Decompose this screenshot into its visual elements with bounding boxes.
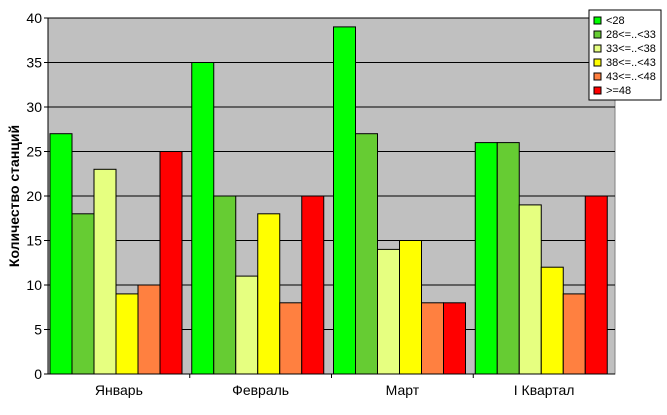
- legend-label: >=48: [606, 85, 631, 97]
- legend-swatch: [593, 86, 602, 95]
- y-tick-label: 20: [26, 188, 42, 204]
- bar: [49, 133, 73, 375]
- bar: [301, 195, 325, 375]
- legend-label: 28<=..<33: [606, 29, 656, 41]
- bar: [496, 142, 520, 375]
- bar: [71, 213, 95, 375]
- x-tick-labels: Январь Февраль Март I Квартал: [95, 382, 575, 398]
- bar: [191, 62, 215, 375]
- legend-label: 38<=..<43: [606, 57, 656, 69]
- bar: [421, 302, 444, 375]
- bar: [399, 240, 422, 375]
- y-tick-label: 30: [26, 99, 42, 115]
- legend-swatch: [593, 30, 602, 39]
- y-tick-label: 0: [34, 366, 42, 382]
- bar: [159, 151, 183, 375]
- x-tick-label: Март: [386, 382, 420, 398]
- x-tick-label: Февраль: [232, 382, 289, 398]
- bar: [137, 284, 161, 375]
- legend-label: 43<=..<48: [606, 71, 656, 83]
- axes: [44, 17, 615, 378]
- bars: [49, 26, 608, 375]
- bar: [518, 204, 542, 375]
- y-tick-label: 40: [26, 10, 42, 26]
- x-tick-label: Январь: [95, 382, 143, 398]
- bar: [115, 293, 139, 375]
- legend-swatch: [593, 44, 602, 53]
- legend-swatch: [593, 16, 602, 25]
- y-axis-label: Количество станций: [6, 125, 22, 267]
- bar: [257, 213, 281, 375]
- legend-label: <28: [606, 15, 625, 27]
- legend-box: [588, 9, 662, 101]
- y-tick-label: 25: [26, 144, 42, 160]
- bar: [474, 142, 498, 375]
- bar: [235, 275, 259, 375]
- y-tick-label: 35: [26, 55, 42, 71]
- legend-swatch: [593, 72, 602, 81]
- bar: [333, 26, 356, 375]
- bar: [279, 302, 303, 375]
- bar: [562, 293, 586, 375]
- bar: [584, 195, 608, 375]
- y-tick-label: 15: [26, 233, 42, 249]
- bar: [93, 168, 117, 375]
- y-tick-label: 5: [34, 322, 42, 338]
- legend: <28 28<=..<33 33<=..<38 38<=..<43 43<=..<48 >…: [588, 9, 662, 101]
- bar: [377, 248, 400, 375]
- x-tick-label: I Квартал: [514, 382, 575, 398]
- bar: [540, 266, 564, 375]
- bar: [443, 302, 466, 375]
- legend-label: 33<=..<38: [606, 43, 656, 55]
- y-tick-labels: 0 5 10 15 20 25 30 35 40: [26, 10, 42, 382]
- legend-swatch: [593, 58, 602, 67]
- y-tick-label: 10: [26, 277, 42, 293]
- bar: [355, 133, 378, 375]
- bar: [213, 195, 237, 375]
